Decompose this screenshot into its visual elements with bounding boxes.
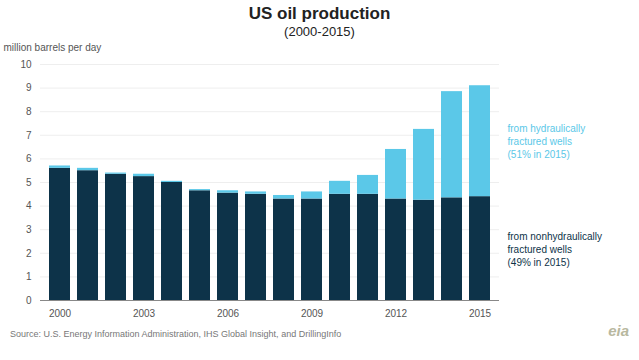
svg-text:2006: 2006 [217,308,240,319]
svg-text:10: 10 [20,59,32,70]
svg-text:5: 5 [26,177,32,188]
html-text:(2000-2015): (2000-2015) [284,24,355,39]
svg-text:6: 6 [26,153,32,164]
svg-text:9: 9 [26,82,32,93]
svg-text:7: 7 [26,130,32,141]
svg-text:2009: 2009 [301,308,324,319]
html-text:eia: eia [608,322,629,339]
svg-text:2003: 2003 [133,308,156,319]
svg-text:2015: 2015 [469,308,492,319]
svg-text:2: 2 [26,248,32,259]
svg-text:3: 3 [26,224,32,235]
svg-text:from hydraulicallyfractured we: from hydraulicallyfractured wells(51% in… [508,123,586,160]
html-text:Source: U.S. Energy Informatio: Source: U.S. Energy Information Administ… [10,329,342,339]
svg-text:million barrels per day: million barrels per day [4,42,102,53]
svg-text:from nonhydraulicallyfractured: from nonhydraulicallyfractured wells(49%… [508,231,603,268]
svg-text:4: 4 [26,200,32,211]
svg-text:1: 1 [26,271,32,282]
svg-text:2000: 2000 [49,308,72,319]
svg-text:2012: 2012 [385,308,408,319]
svg-text:0: 0 [26,295,32,306]
html-text:US oil production: US oil production [248,4,391,23]
svg-text:8: 8 [26,106,32,117]
